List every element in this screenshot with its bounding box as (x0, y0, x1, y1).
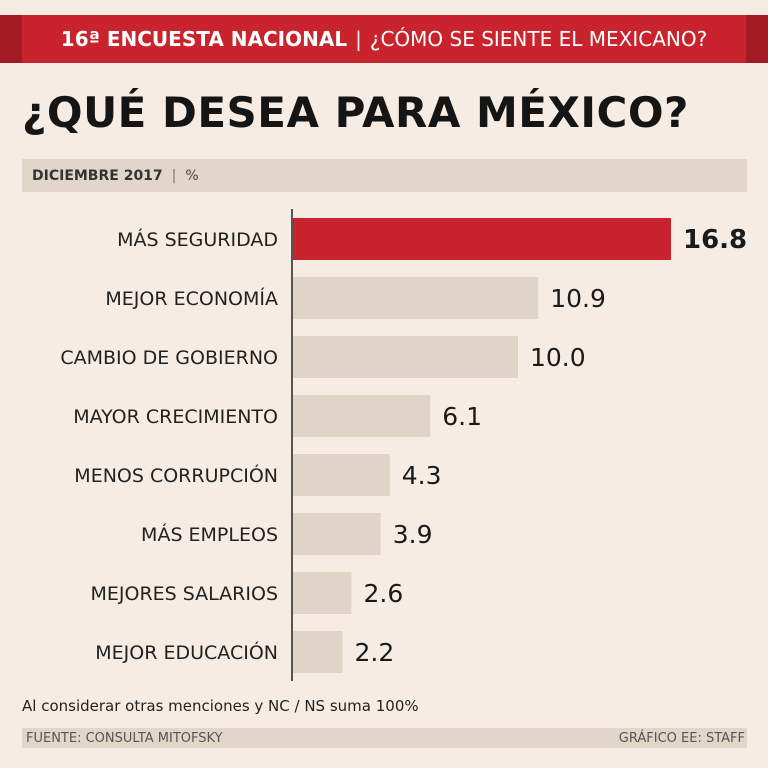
value-label: 3.9 (393, 520, 433, 549)
bar (293, 454, 390, 496)
bar (293, 513, 381, 555)
subheader-band: DICIEMBRE 2017 | % (22, 159, 747, 192)
page-title: ¿QUÉ DESEA PARA MÉXICO? (22, 88, 689, 137)
bar (293, 336, 518, 378)
value-label: 10.9 (550, 284, 606, 313)
header-separator: | (355, 27, 362, 51)
bar (293, 277, 539, 319)
bar (293, 572, 352, 614)
category-label: MEJORES SALARIOS (90, 583, 278, 605)
category-label: MEJOR EDUCACIÓN (95, 640, 278, 664)
bar (293, 395, 431, 437)
value-label: 2.6 (364, 579, 404, 608)
category-label: MENOS CORRUPCIÓN (74, 463, 278, 487)
bar (293, 218, 671, 260)
header-band: 16ª ENCUESTA NACIONAL | ¿CÓMO SE SIENTE … (0, 15, 768, 63)
category-label: MEJOR ECONOMÍA (105, 287, 278, 310)
survey-label: 16ª ENCUESTA NACIONAL (60, 27, 348, 51)
footer-band: FUENTE: CONSULTA MITOFSKY GRÁFICO EE: ST… (22, 728, 747, 748)
header-text: 16ª ENCUESTA NACIONAL | ¿CÓMO SE SIENTE … (0, 15, 768, 63)
value-label: 16.8 (683, 225, 747, 255)
value-label: 4.3 (402, 461, 442, 490)
value-label: 2.2 (355, 638, 395, 667)
source-text: FUENTE: CONSULTA MITOFSKY (26, 730, 223, 746)
value-label: 6.1 (442, 402, 482, 431)
unit-label: % (185, 167, 199, 184)
subheader-separator: | (171, 167, 177, 184)
category-label: MÁS EMPLEOS (141, 523, 278, 546)
survey-question: ¿CÓMO SE SIENTE EL MEXICANO? (369, 27, 708, 51)
bar-chart: MÁS SEGURIDAD 16.8 MEJOR ECONOMÍA 10.9 CAMBI… (60, 209, 747, 681)
credit-text: GRÁFICO EE: STAFF (618, 730, 745, 746)
value-label: 10.0 (530, 343, 586, 372)
category-label: MÁS SEGURIDAD (117, 228, 278, 251)
bar (293, 631, 343, 673)
survey-date: DICIEMBRE 2017 (32, 167, 163, 184)
category-label: MAYOR CRECIMIENTO (73, 406, 278, 428)
category-label: CAMBIO DE GOBIERNO (60, 347, 278, 369)
footnote: Al considerar otras menciones y NC / NS … (22, 697, 419, 715)
